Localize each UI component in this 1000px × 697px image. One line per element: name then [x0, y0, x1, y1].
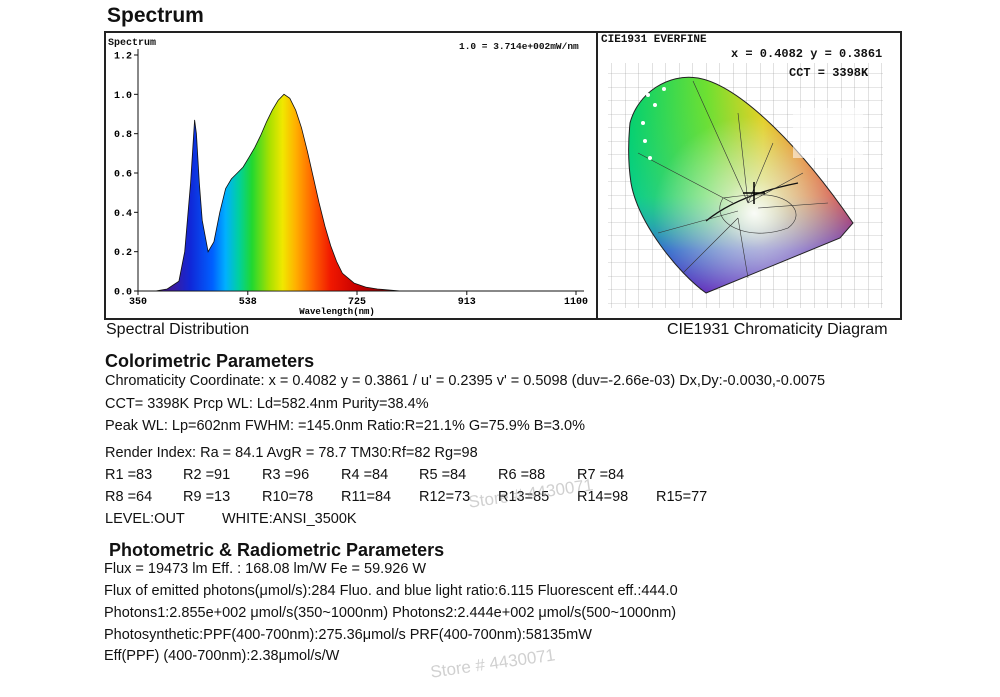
r-value: R9 =13 — [183, 489, 231, 505]
render-index-line: Render Index: Ra = 84.1 AvgR = 78.7 TM30… — [105, 445, 478, 461]
r-value: R2 =91 — [183, 467, 231, 483]
r-value: R1 =83 — [105, 467, 153, 483]
cie-white-region — [628, 77, 853, 293]
r-value: R14=98 — [577, 489, 629, 505]
r-value: R6 =88 — [498, 467, 546, 483]
x-axis-label: Wavelength(nm) — [299, 307, 375, 317]
y-tick-label: 1.2 — [114, 52, 132, 63]
cie-measured-point-marker — [743, 182, 765, 204]
cie-chromaticity-diagram — [608, 63, 883, 308]
page-title: Spectrum — [107, 4, 204, 27]
level-label: LEVEL:OUT — [105, 511, 185, 527]
r-value: R10=78 — [262, 489, 314, 505]
r-value: R15=77 — [656, 489, 708, 505]
y-tick-label: 0.8 — [114, 130, 132, 141]
cie-legend-box — [793, 108, 863, 158]
photometric-line: Photons1:2.855e+002 μmol/s(350~1000nm) P… — [104, 605, 677, 621]
spectrum-chart: 0.0 0.2 0.4 0.6 0.8 1.0 1.2 350 538 725 913 1100 Wav… — [114, 49, 588, 317]
spectrum-area — [138, 93, 576, 292]
store-watermark: Store # 4430071 — [429, 645, 557, 682]
colorimetric-title: Colorimetric Parameters — [105, 351, 315, 371]
x-tick-label: 913 — [458, 297, 476, 308]
photometric-line: Eff(PPF) (400-700nm):2.38μmol/s/W — [104, 648, 340, 664]
spectrum-normalization-note: 1.0 = 3.714e+002mW/nm — [459, 41, 579, 52]
photometric-line: Photosynthetic:PPF(400-700nm):275.36μmol… — [104, 627, 592, 643]
chromaticity-line: Chromaticity Coordinate: x = 0.4082 y = … — [105, 373, 826, 389]
x-tick-label: 538 — [239, 297, 257, 308]
y-tick-label: 0.2 — [114, 248, 132, 259]
r-value: R11=84 — [341, 489, 392, 505]
y-tick-label: 0.0 — [114, 288, 132, 299]
spectrum-ylabel: Spectrum — [108, 38, 157, 49]
y-tick-label: 0.6 — [114, 170, 132, 181]
x-tick-label: 725 — [348, 297, 366, 308]
r-value: R12=73 — [419, 489, 471, 505]
cie-white-dots — [641, 87, 666, 160]
r-value: R3 =96 — [262, 467, 310, 483]
photometric-line: Flux of emitted photons(μmol/s):284 Fluo… — [104, 583, 678, 599]
planckian-locus — [705, 182, 799, 222]
r-value: R4 =84 — [341, 467, 389, 483]
x-tick-label: 1100 — [564, 297, 588, 308]
y-tick-label: 0.4 — [114, 209, 132, 220]
r-value: R5 =84 — [419, 467, 467, 483]
r-value: R7 =84 — [577, 467, 625, 483]
spectral-caption: Spectral Distribution — [106, 321, 250, 338]
cct-line: CCT= 3398K Prcp WL: Ld=582.4nm Purity=38… — [105, 396, 429, 412]
photometric-title: Photometric & Radiometric Parameters — [109, 540, 445, 560]
x-tick-label: 350 — [129, 297, 147, 308]
cie-coordinate-readout: x = 0.4082 y = 0.3861 — [731, 47, 883, 61]
cie-caption: CIE1931 Chromaticity Diagram — [667, 321, 888, 338]
cie-title: CIE1931 EVERFINE — [601, 34, 707, 46]
r-value: R8 =64 — [105, 489, 153, 505]
cie-region-lines — [637, 80, 829, 279]
peak-line: Peak WL: Lp=602nm FWHM: =145.0nm Ratio:R… — [105, 418, 585, 434]
y-tick-label: 1.0 — [114, 91, 132, 102]
cie-gamut-outline — [628, 76, 854, 294]
panel-divider — [596, 31, 598, 320]
photometric-line: Flux = 19473 lm Eff. : 168.08 lm/W Fe = … — [104, 561, 427, 577]
cie-cct-readout: CCT = 3398K — [789, 66, 869, 80]
white-label: WHITE:ANSI_3500K — [222, 511, 357, 527]
r-value: R13=85 — [498, 489, 550, 505]
chart-panel-frame — [104, 31, 902, 320]
